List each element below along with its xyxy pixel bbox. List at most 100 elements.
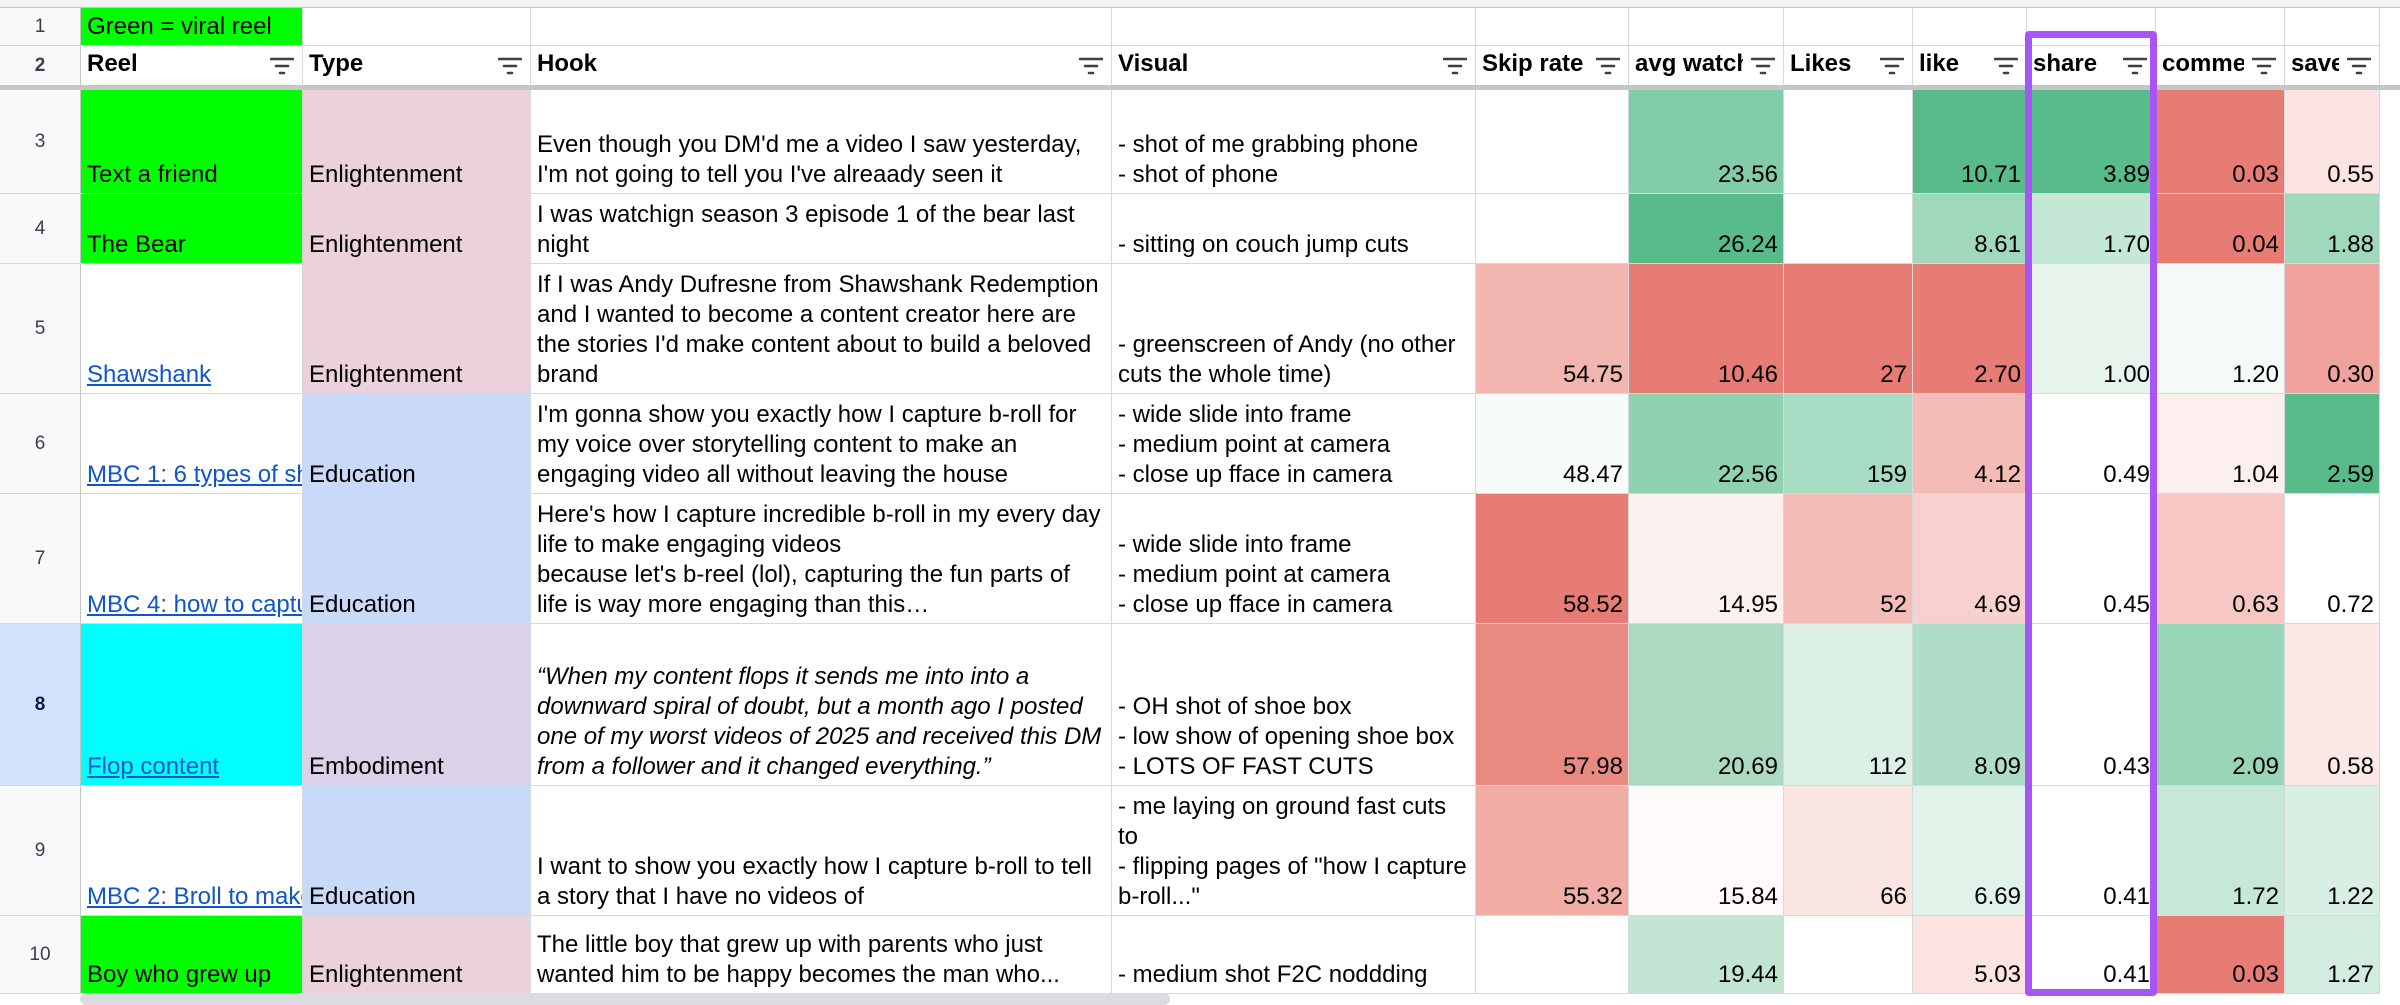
reel-cell[interactable]: MBC 1: 6 types of shots — [81, 394, 303, 494]
visual-cell[interactable]: - wide slide into frame - medium point a… — [1112, 494, 1476, 624]
column-header-comment[interactable]: comment — [2156, 46, 2285, 86]
reel-cell[interactable]: Flop content — [81, 624, 303, 786]
hook-cell[interactable]: The little boy that grew up with parents… — [531, 916, 1112, 994]
row-number[interactable]: 5 — [0, 264, 81, 394]
share-cell[interactable]: 3.89 — [2027, 90, 2156, 194]
type-cell[interactable]: Embodiment — [303, 624, 531, 786]
likes-cell[interactable]: 27 — [1784, 264, 1913, 394]
type-cell[interactable]: Enlightenment — [303, 194, 531, 264]
likes-cell[interactable]: 159 — [1784, 394, 1913, 494]
filter-icon[interactable] — [2252, 57, 2276, 75]
type-cell[interactable]: Education — [303, 394, 531, 494]
share-cell[interactable]: 1.00 — [2027, 264, 2156, 394]
avg-watch-cell[interactable]: 26.24 — [1629, 194, 1784, 264]
empty-cell[interactable] — [1476, 8, 1629, 46]
reel-cell[interactable]: Boy who grew up — [81, 916, 303, 994]
save-cell[interactable]: 2.59 — [2285, 394, 2380, 494]
likes-cell[interactable] — [1784, 916, 1913, 994]
row-number[interactable]: 4 — [0, 194, 81, 264]
hook-cell[interactable]: Here's how I capture incredible b-roll i… — [531, 494, 1112, 624]
likes-cell[interactable]: 112 — [1784, 624, 1913, 786]
column-header-hook[interactable]: Hook — [531, 46, 1112, 86]
filter-icon[interactable] — [1751, 57, 1775, 75]
empty-cell[interactable] — [1112, 8, 1476, 46]
row-number[interactable]: 10 — [0, 916, 81, 994]
share-cell[interactable]: 0.41 — [2027, 786, 2156, 916]
column-header-likes[interactable]: Likes — [1784, 46, 1913, 86]
visual-cell[interactable]: - OH shot of shoe box - low show of open… — [1112, 624, 1476, 786]
save-cell[interactable]: 0.58 — [2285, 624, 2380, 786]
likes-cell[interactable] — [1784, 90, 1913, 194]
like-cell[interactable]: 8.61 — [1913, 194, 2027, 264]
avg-watch-cell[interactable]: 23.56 — [1629, 90, 1784, 194]
avg-watch-cell[interactable]: 19.44 — [1629, 916, 1784, 994]
like-cell[interactable]: 10.71 — [1913, 90, 2027, 194]
save-cell[interactable]: 0.72 — [2285, 494, 2380, 624]
avg-watch-cell[interactable]: 10.46 — [1629, 264, 1784, 394]
comment-cell[interactable]: 0.63 — [2156, 494, 2285, 624]
save-cell[interactable]: 1.22 — [2285, 786, 2380, 916]
comment-cell[interactable]: 0.03 — [2156, 90, 2285, 194]
empty-cell[interactable] — [2027, 8, 2156, 46]
reel-cell[interactable]: MBC 2: Broll to make — [81, 786, 303, 916]
empty-cell[interactable] — [531, 8, 1112, 46]
like-cell[interactable]: 6.69 — [1913, 786, 2027, 916]
hook-cell[interactable]: If I was Andy Dufresne from Shawshank Re… — [531, 264, 1112, 394]
empty-cell[interactable] — [2156, 8, 2285, 46]
empty-cell[interactable] — [1913, 8, 2027, 46]
skip-rate-cell[interactable]: 48.47 — [1476, 394, 1629, 494]
likes-cell[interactable] — [1784, 194, 1913, 264]
empty-cell[interactable] — [2285, 8, 2380, 46]
empty-cell[interactable] — [1629, 8, 1784, 46]
row-number[interactable]: 6 — [0, 394, 81, 494]
skip-rate-cell[interactable] — [1476, 90, 1629, 194]
empty-cell[interactable] — [1784, 8, 1913, 46]
filter-icon[interactable] — [1880, 57, 1904, 75]
row-number[interactable]: 2 — [0, 46, 81, 86]
share-cell[interactable]: 0.49 — [2027, 394, 2156, 494]
filter-icon[interactable] — [2347, 57, 2371, 75]
like-cell[interactable]: 2.70 — [1913, 264, 2027, 394]
column-header-share[interactable]: share — [2027, 46, 2156, 86]
row-number[interactable]: 1 — [0, 8, 81, 46]
column-header-visual[interactable]: Visual — [1112, 46, 1476, 86]
hook-cell[interactable]: Even though you DM'd me a video I saw ye… — [531, 90, 1112, 194]
skip-rate-cell[interactable]: 57.98 — [1476, 624, 1629, 786]
empty-cell[interactable] — [303, 8, 531, 46]
filter-icon[interactable] — [498, 57, 522, 75]
save-cell[interactable]: 0.55 — [2285, 90, 2380, 194]
filter-icon[interactable] — [2123, 57, 2147, 75]
reel-link[interactable]: Shawshank — [87, 361, 212, 388]
skip-rate-cell[interactable] — [1476, 916, 1629, 994]
comment-cell[interactable]: 2.09 — [2156, 624, 2285, 786]
filter-icon[interactable] — [1994, 57, 2018, 75]
hook-cell[interactable]: I'm gonna show you exactly how I capture… — [531, 394, 1112, 494]
skip-rate-cell[interactable]: 54.75 — [1476, 264, 1629, 394]
hook-cell[interactable]: “When my content flops it sends me into … — [531, 624, 1112, 786]
share-cell[interactable]: 0.41 — [2027, 916, 2156, 994]
type-cell[interactable]: Education — [303, 786, 531, 916]
column-header-avg-watch[interactable]: avg watch — [1629, 46, 1784, 86]
skip-rate-cell[interactable]: 58.52 — [1476, 494, 1629, 624]
avg-watch-cell[interactable]: 22.56 — [1629, 394, 1784, 494]
reel-link[interactable]: MBC 2: Broll to make — [87, 883, 303, 910]
skip-rate-cell[interactable] — [1476, 194, 1629, 264]
avg-watch-cell[interactable]: 14.95 — [1629, 494, 1784, 624]
reel-link[interactable]: MBC 4: how to capture — [87, 591, 302, 618]
row-number[interactable]: 8 — [0, 624, 81, 786]
visual-cell[interactable]: - greenscreen of Andy (no other cuts the… — [1112, 264, 1476, 394]
visual-cell[interactable]: - sitting on couch jump cuts — [1112, 194, 1476, 264]
visual-cell[interactable]: - shot of me grabbing phone - shot of ph… — [1112, 90, 1476, 194]
frozen-row-divider[interactable] — [0, 85, 2400, 90]
avg-watch-cell[interactable]: 15.84 — [1629, 786, 1784, 916]
visual-cell[interactable]: - wide slide into frame - medium point a… — [1112, 394, 1476, 494]
row-number[interactable]: 9 — [0, 786, 81, 916]
filter-icon[interactable] — [270, 57, 294, 75]
visual-cell[interactable]: - me laying on ground fast cuts to - fli… — [1112, 786, 1476, 916]
reel-link[interactable]: MBC 1: 6 types of shots — [87, 461, 302, 488]
type-cell[interactable]: Education — [303, 494, 531, 624]
type-cell[interactable]: Enlightenment — [303, 264, 531, 394]
column-header-reel[interactable]: Reel — [81, 46, 303, 86]
column-header-type[interactable]: Type — [303, 46, 531, 86]
